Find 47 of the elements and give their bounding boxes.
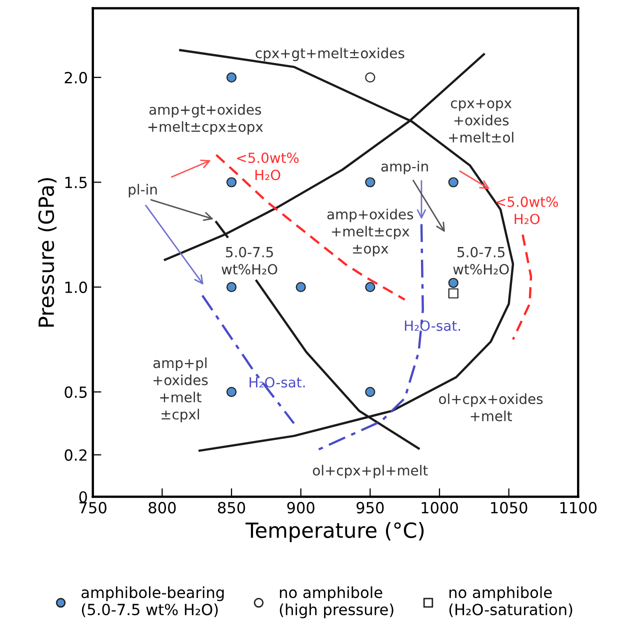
y-tick-label: 0.5	[64, 386, 87, 398]
y-tick-label: 1.5	[65, 176, 87, 188]
annotation: amp+pl +oxides +melt ±cpxl	[153, 357, 208, 422]
annotation: ol+cpx+pl+melt	[312, 464, 428, 478]
point	[226, 282, 237, 292]
y-tick-label: 1.0	[65, 282, 87, 294]
x-tick-label: 900	[287, 502, 314, 514]
point	[448, 278, 458, 288]
annotation: 5.0-7.5 wt%H₂O	[453, 246, 509, 275]
point	[365, 282, 376, 292]
annotation: H₂O-sat.	[250, 377, 305, 388]
legend-label: no amphibole (high pressure)	[280, 586, 394, 618]
line-series	[512, 234, 532, 341]
legend-label: no amphibole (H₂O-saturation)	[449, 586, 572, 618]
point	[226, 72, 237, 82]
x-axis-title: Temperature (°C)	[246, 522, 424, 542]
y-axis-title: Pressure (GPa)	[38, 178, 57, 327]
x-tick-label: 850	[218, 502, 246, 514]
annotation: 5.0-7.5 wt%H₂O	[222, 246, 278, 275]
point	[448, 177, 458, 188]
x-tick-label: 950	[356, 502, 384, 514]
annotation: amp+oxides +melt±cpx ±opx	[327, 208, 414, 256]
point	[365, 72, 376, 82]
annotation: amp+gt+oxides +melt±cpx±opx	[148, 104, 263, 135]
point	[226, 177, 237, 188]
point	[365, 177, 376, 188]
annotation: pl-in	[128, 184, 157, 198]
annotation: ol+cpx+oxides +melt	[439, 393, 543, 422]
x-tick-label: 1050	[491, 502, 528, 514]
annotation: amp-in	[381, 160, 428, 174]
point	[448, 288, 458, 298]
point	[296, 282, 306, 292]
annotation: <5.0wt% H₂O	[237, 152, 299, 180]
x-tick-label: 750	[80, 502, 106, 514]
x-tick-label: 1000	[422, 502, 458, 514]
point	[365, 386, 376, 397]
legend-label: amphibole-bearing (5.0-7.5 wt% H₂O)	[82, 586, 224, 618]
point	[226, 386, 237, 397]
x-tick-label: 800	[148, 502, 176, 514]
annotation: cpx+gt+melt±oxides	[256, 48, 404, 62]
annotation: H₂O-sat.	[404, 320, 460, 331]
annotation: cpx+opx +oxides +melt±ol	[449, 99, 514, 143]
y-tick-label: 2.0	[64, 72, 87, 84]
x-tick-label: 1100	[560, 502, 597, 514]
y-tick-label: 0	[79, 491, 87, 503]
annotation: <5.0wt% H₂O	[496, 196, 558, 224]
y-tick-label: 0.2	[64, 449, 86, 461]
